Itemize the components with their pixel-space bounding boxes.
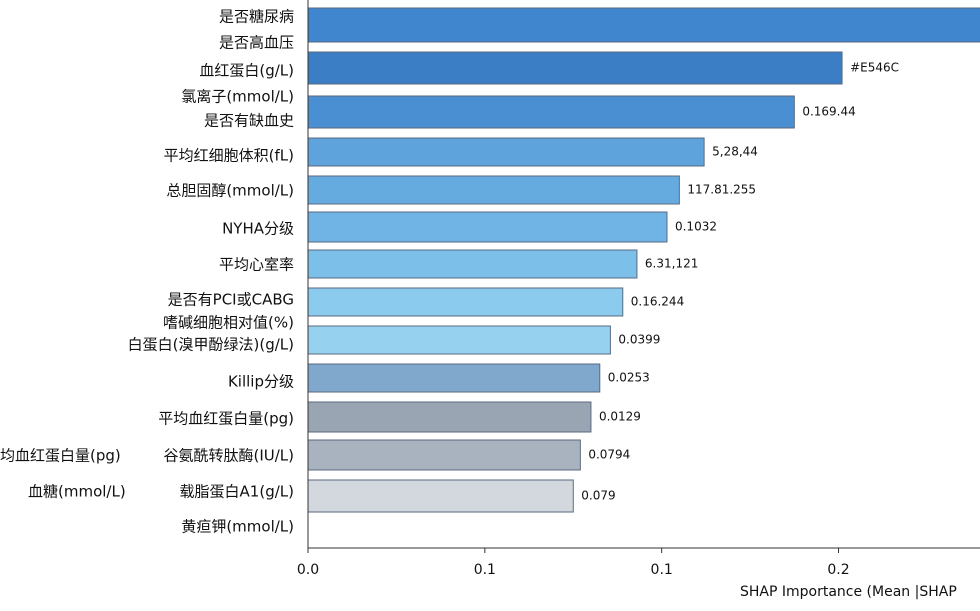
y-tick-label: 平均心室率 xyxy=(219,256,294,274)
bar-annotation: 117.81.255 xyxy=(687,183,756,197)
bars xyxy=(308,7,980,513)
y-tick-label: 平均血红蛋白量(pg) xyxy=(158,410,294,428)
x-tick-label: 0.2 xyxy=(827,562,849,578)
bar-annotation: 0.0794 xyxy=(588,448,630,462)
x-tick-label: 0.0 xyxy=(297,562,319,578)
stray-label: 血糖(mmol/L) xyxy=(28,483,126,501)
bar-annotation: 0.1032 xyxy=(675,220,717,234)
bar-annotation: 0.0129 xyxy=(599,410,641,424)
y-tick-label: 载脂蛋白A1(g/L) xyxy=(180,483,294,501)
y-tick-label: Killip分级 xyxy=(228,373,294,391)
bar-annotation: 5,28,44 xyxy=(712,145,758,159)
bar-annotation: 0.0399 xyxy=(618,333,660,347)
bar xyxy=(308,51,843,85)
y-tick-label: 氯离子(mmol/L) xyxy=(181,88,294,106)
bar xyxy=(308,211,668,243)
x-axis-label: SHAP Importance (Mean |SHAP xyxy=(740,584,957,600)
bar xyxy=(308,249,638,279)
bar xyxy=(308,7,980,43)
x-tick-label: 0.1 xyxy=(474,562,496,578)
y-tick-label: NYHA分级 xyxy=(222,220,294,238)
bar xyxy=(308,325,611,355)
stray-label: 均血红蛋白量(pg) xyxy=(0,447,121,465)
bar-annotation: 0.16.244 xyxy=(631,295,684,309)
bar xyxy=(308,287,624,317)
bar-annotation: 0.0253 xyxy=(608,371,650,385)
y-tick-label: 是否有缺血史 xyxy=(204,112,294,130)
y-tick-label: 平均红细胞体积(fL) xyxy=(164,147,294,165)
bar xyxy=(308,401,592,433)
bar xyxy=(308,95,795,129)
y-tick-label: 是否高血压 xyxy=(219,34,294,52)
y-tick-label: 嗜碱细胞相对值(%) xyxy=(163,314,294,332)
y-tick-label: 谷氨酰转肽酶(IU/L) xyxy=(163,447,294,465)
bar xyxy=(308,479,574,513)
y-tick-label: 是否有PCI或CABG xyxy=(168,291,294,309)
y-tick-label: 黄疸钾(mmol/L) xyxy=(181,518,294,536)
bar-annotation: 0.079 xyxy=(581,489,615,503)
y-tick-label: 总胆固醇(mmol/L) xyxy=(166,182,294,200)
y-tick-label: 白蛋白(溴甲酚绿法)(g/L) xyxy=(128,336,294,354)
bar xyxy=(308,439,581,471)
bar-annotation: 0.169.44 xyxy=(802,105,855,119)
y-tick-label: 血红蛋白(g/L) xyxy=(199,62,294,80)
bar-annotation: 6.31,121 xyxy=(645,257,698,271)
bar xyxy=(308,363,601,393)
y-tick-label: 是否糖尿病 xyxy=(219,8,294,26)
x-tick-label: 0.1 xyxy=(651,562,673,578)
bar xyxy=(308,137,705,167)
bar-annotation: #E546C xyxy=(850,61,899,75)
bar xyxy=(308,175,680,205)
